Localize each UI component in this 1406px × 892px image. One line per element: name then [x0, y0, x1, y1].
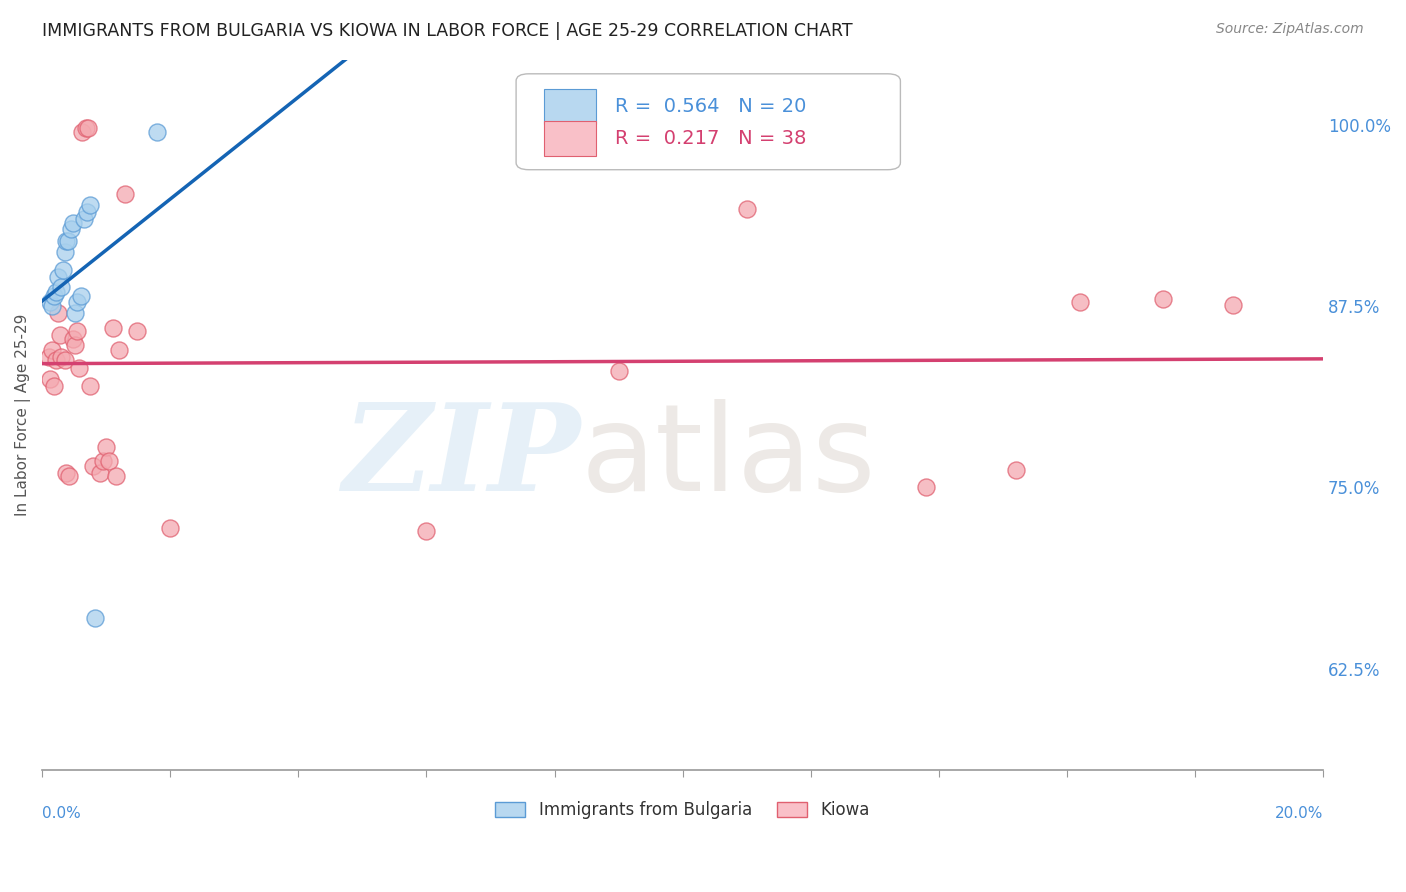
- Point: [45, 352, 67, 367]
- Point: [65, 338, 87, 352]
- Bar: [544, 121, 596, 155]
- Point: [55, 234, 77, 248]
- Point: [46, 306, 69, 320]
- Point: [1069, 294, 1091, 309]
- Point: [91, 454, 114, 468]
- Point: [62, 333, 84, 347]
- Point: [159, 521, 181, 535]
- Point: [38, 294, 60, 309]
- Point: [59, 222, 82, 236]
- Point: [53, 352, 76, 367]
- Point: [76, 204, 98, 219]
- Point: [114, 187, 136, 202]
- FancyBboxPatch shape: [516, 74, 900, 169]
- Text: Source: ZipAtlas.com: Source: ZipAtlas.com: [1216, 22, 1364, 37]
- Point: [415, 524, 437, 538]
- Point: [51, 350, 73, 364]
- Point: [1004, 463, 1026, 477]
- Text: R =  0.564   N = 20: R = 0.564 N = 20: [614, 97, 806, 116]
- Point: [49, 328, 72, 343]
- Point: [66, 294, 89, 309]
- Point: [56, 234, 79, 248]
- Point: [79, 197, 101, 211]
- Point: [77, 120, 100, 135]
- Point: [65, 306, 87, 320]
- Point: [73, 212, 96, 227]
- Point: [108, 343, 131, 357]
- Point: [55, 466, 77, 480]
- Point: [58, 468, 80, 483]
- Legend: Immigrants from Bulgaria, Kiowa: Immigrants from Bulgaria, Kiowa: [489, 794, 876, 826]
- Point: [66, 324, 89, 338]
- Point: [915, 480, 938, 494]
- Point: [69, 289, 91, 303]
- Point: [42, 379, 65, 393]
- Point: [38, 371, 60, 385]
- Text: R =  0.217   N = 38: R = 0.217 N = 38: [614, 129, 806, 148]
- Text: 20.0%: 20.0%: [1275, 805, 1323, 821]
- Point: [735, 202, 758, 216]
- Text: IMMIGRANTS FROM BULGARIA VS KIOWA IN LABOR FORCE | AGE 25-29 CORRELATION CHART: IMMIGRANTS FROM BULGARIA VS KIOWA IN LAB…: [42, 22, 853, 40]
- Point: [52, 262, 75, 277]
- Point: [1152, 292, 1174, 306]
- Point: [45, 285, 67, 299]
- Point: [1222, 297, 1244, 311]
- Point: [89, 466, 111, 480]
- Point: [98, 454, 121, 468]
- Point: [96, 440, 118, 454]
- Point: [51, 280, 73, 294]
- Y-axis label: In Labor Force | Age 25-29: In Labor Force | Age 25-29: [15, 314, 31, 516]
- Point: [79, 379, 101, 393]
- Point: [42, 289, 65, 303]
- Point: [82, 458, 104, 473]
- Point: [41, 343, 63, 357]
- Point: [67, 361, 90, 376]
- Point: [125, 324, 148, 338]
- Text: 0.0%: 0.0%: [42, 805, 82, 821]
- Text: ZIP: ZIP: [342, 398, 581, 516]
- Point: [146, 125, 169, 139]
- Point: [41, 299, 63, 313]
- Point: [53, 245, 76, 260]
- Point: [38, 350, 60, 364]
- Point: [101, 321, 124, 335]
- Point: [75, 120, 97, 135]
- Point: [70, 125, 93, 139]
- Point: [62, 216, 84, 230]
- Bar: [544, 89, 596, 123]
- Point: [104, 468, 127, 483]
- Point: [46, 270, 69, 285]
- Point: [83, 611, 105, 625]
- Point: [607, 364, 630, 378]
- Text: atlas: atlas: [581, 399, 876, 516]
